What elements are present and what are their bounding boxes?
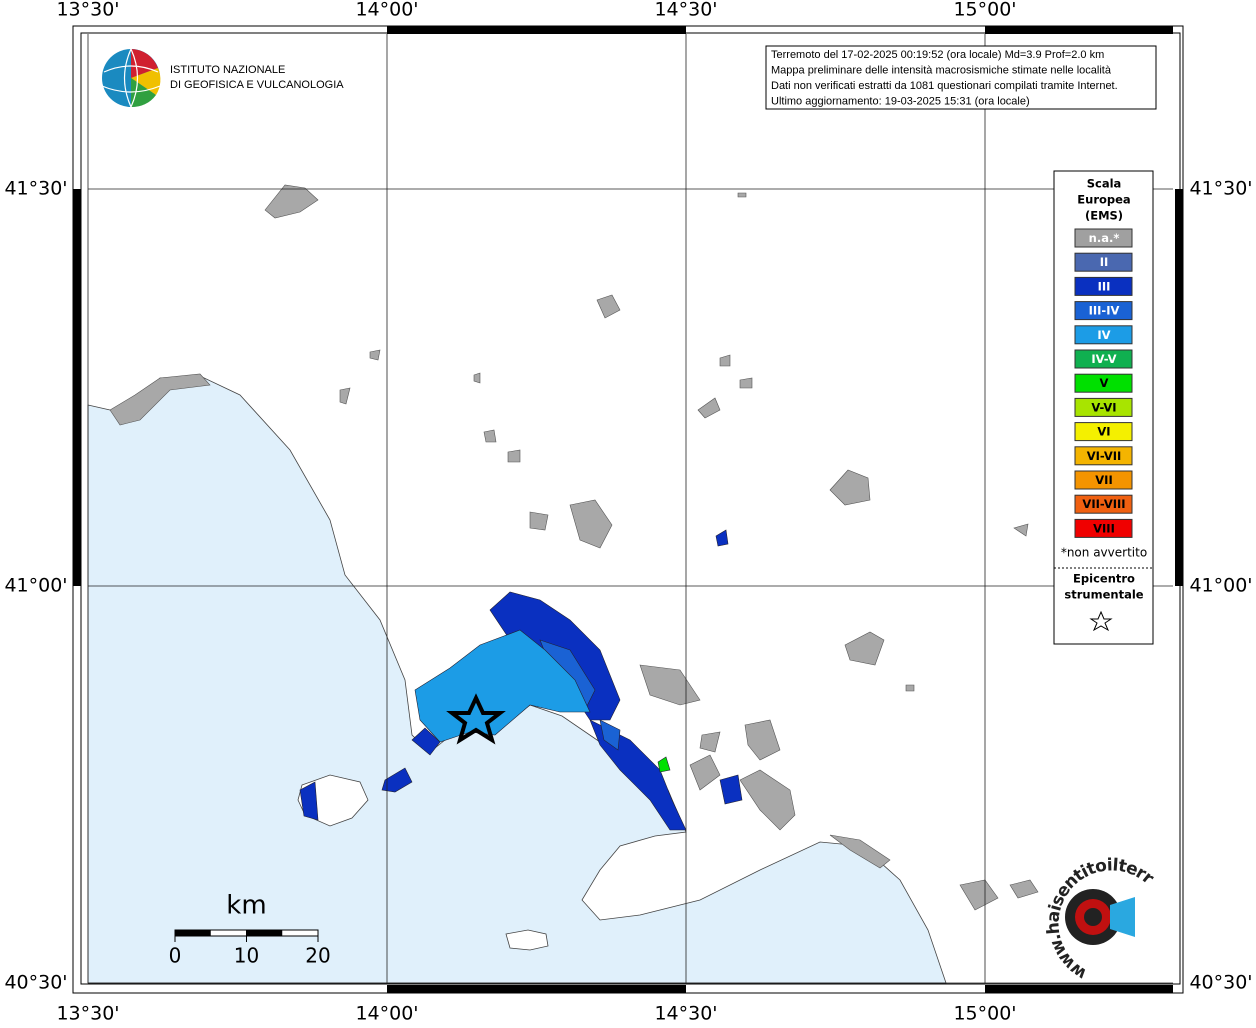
lat-label: 41°30'	[4, 178, 67, 200]
legend-swatch	[1074, 228, 1133, 248]
lon-label: 14°30'	[654, 0, 717, 21]
legend-label: IV	[1097, 328, 1110, 342]
lon-label: 14°00'	[355, 1003, 418, 1025]
legend-label: V-VI	[1091, 400, 1116, 414]
legend-swatch	[1074, 276, 1133, 296]
legend-swatch	[1074, 446, 1133, 466]
legend-label: n.a.*	[1089, 231, 1120, 245]
lat-label: 40°30'	[4, 972, 67, 994]
frame-segment	[1175, 189, 1183, 586]
island-capri	[505, 929, 549, 951]
scale-unit: km	[226, 891, 266, 921]
logo-text: DI GEOFISICA E VULCANOLOGIA	[170, 79, 344, 91]
legend-label: II	[1100, 255, 1109, 269]
legend-label: III	[1098, 279, 1111, 293]
legend-label: VII-VIII	[1082, 497, 1125, 511]
lat-label: 40°30'	[1189, 972, 1252, 994]
basemap	[87, 34, 1173, 984]
frame-segment	[387, 985, 686, 993]
frame-segment	[985, 26, 1173, 34]
scale-label: 0	[169, 944, 182, 968]
legend-swatch	[1074, 252, 1133, 272]
legend-swatch	[1074, 349, 1133, 369]
lon-label: 14°00'	[355, 0, 418, 21]
legend-title: Europea	[1077, 193, 1130, 207]
towns-na	[109, 184, 1039, 911]
legend-label: III-IV	[1089, 304, 1120, 318]
zone-v	[657, 756, 671, 773]
lon-label: 14°30'	[654, 1003, 717, 1025]
legend-label: V	[1100, 376, 1109, 390]
info-line: Terremoto del 17-02-2025 00:19:52 (ora l…	[771, 49, 1104, 61]
scale-segment	[246, 930, 283, 936]
legend-title: (EMS)	[1085, 209, 1123, 223]
legend-label: IV-V	[1091, 352, 1116, 366]
info-line: Dati non verificati estratti da 1081 que…	[771, 80, 1118, 92]
lon-label: 13°30'	[56, 1003, 119, 1025]
legend-swatch	[1074, 494, 1133, 514]
frame-segment	[73, 189, 81, 586]
lon-label: 15°00'	[953, 0, 1016, 21]
legend-swatch	[1074, 397, 1133, 417]
legend-epicenter: Epicentro	[1073, 572, 1135, 586]
legend-swatch	[1074, 301, 1133, 321]
legend-swatch	[1074, 373, 1133, 393]
legend-label: VI	[1097, 425, 1110, 439]
legend-label: VIII	[1093, 521, 1115, 535]
ingv-logo: ISTITUTO NAZIONALE DI GEOFISICA E VULCAN…	[101, 48, 344, 108]
lat-label: 41°00'	[1189, 575, 1252, 597]
info-line: Ultimo aggiornamento: 19-03-2025 15:31 (…	[771, 95, 1030, 107]
legend-swatch	[1074, 422, 1133, 442]
legend-epicenter: strumentale	[1064, 588, 1143, 602]
legend-title: Scala	[1087, 177, 1122, 191]
legend-star	[1089, 610, 1113, 632]
lat-label: 41°00'	[4, 575, 67, 597]
scale-segment	[175, 930, 211, 936]
frame-segment	[387, 26, 686, 34]
info-line: Mappa preliminare delle intensità macros…	[771, 64, 1112, 76]
legend-label: VII	[1095, 473, 1112, 487]
info-box	[765, 45, 1157, 110]
legend-swatch	[1074, 325, 1133, 345]
legend-swatch	[1074, 518, 1133, 538]
lat-label: 41°30'	[1189, 178, 1252, 200]
legend-swatch	[1074, 470, 1133, 490]
lon-label: 15°00'	[953, 1003, 1016, 1025]
logo-text: ISTITUTO NAZIONALE	[170, 64, 285, 76]
lon-label: 13°30'	[56, 0, 119, 21]
epicenter-star	[446, 693, 506, 745]
frame-segment	[985, 985, 1173, 993]
scale-label: 20	[305, 944, 330, 968]
scale-label: 10	[234, 944, 259, 968]
legend-note: *non avvertito	[1061, 546, 1147, 560]
legend-label: VI-VII	[1087, 449, 1122, 463]
